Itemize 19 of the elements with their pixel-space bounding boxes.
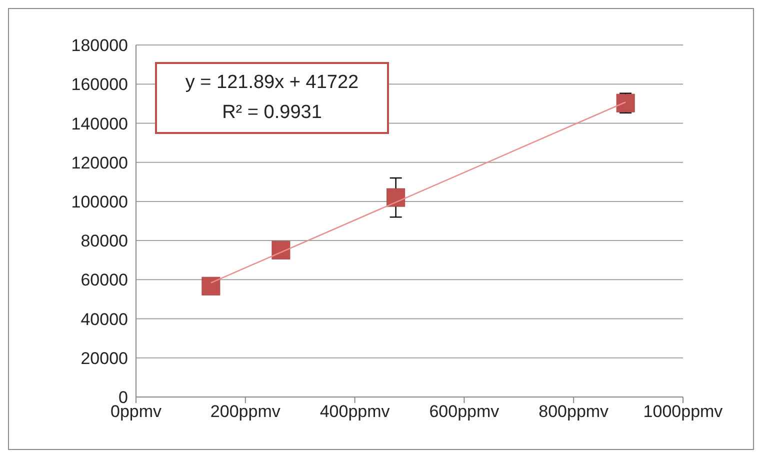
point — [386, 188, 406, 207]
x-tick-label: 1000ppmv — [643, 402, 724, 422]
annotation: R² = 0.9931 — [221, 101, 323, 125]
y-tick-label: 100000 — [71, 192, 128, 212]
x-tick-label: 200ppmv — [210, 402, 281, 422]
y-tick-label: 180000 — [71, 36, 128, 56]
y-tick-label: 80000 — [80, 232, 128, 251]
point — [202, 276, 220, 296]
y-tick-label: 140000 — [71, 114, 128, 134]
point — [272, 240, 290, 260]
y-tick-label: 60000 — [80, 270, 128, 290]
annotation: y = 121.89x + 41722 — [184, 71, 360, 95]
x-tick-label: 600ppmv — [429, 402, 500, 422]
x-tick-label: 400ppmv — [320, 402, 390, 422]
y-tick-label: 40000 — [80, 310, 128, 329]
y-tick-label: 20000 — [80, 348, 128, 368]
y-tick-label: 120000 — [71, 153, 128, 172]
y-tick-label: 160000 — [71, 75, 128, 94]
x-tick-label: 800ppmv — [538, 402, 610, 422]
